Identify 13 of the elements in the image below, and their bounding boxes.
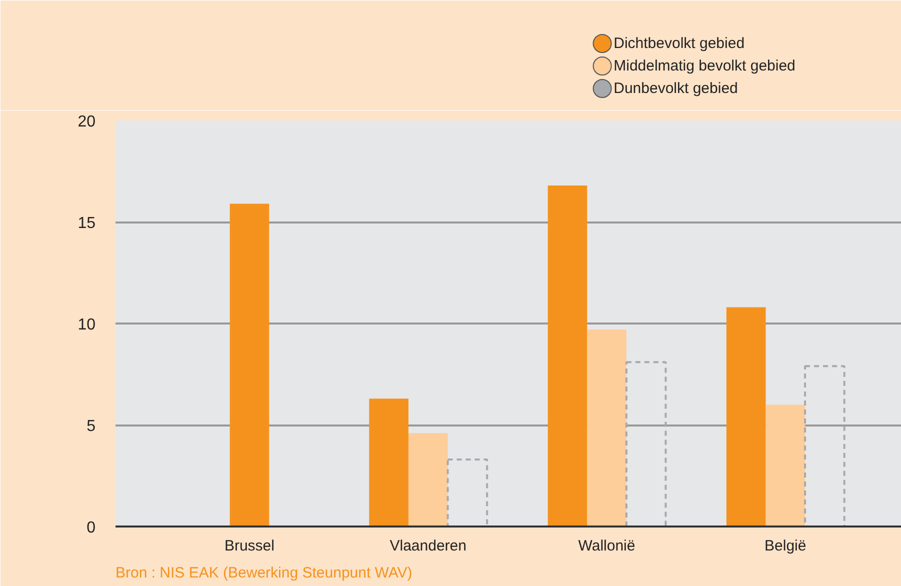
x-tick-label: Brussel xyxy=(224,538,274,554)
y-tick-label: 5 xyxy=(86,418,96,435)
legend-label: Dichtbevolkt gebied xyxy=(614,35,745,52)
legend-label: Middelmatig bevolkt gebied xyxy=(614,58,796,74)
x-tick-label: Vlaanderen xyxy=(390,538,466,554)
legend-label: Dunbevolkt gebied xyxy=(614,80,738,97)
x-tick-label: België xyxy=(764,538,806,554)
x-tick-label: Wallonië xyxy=(578,538,636,554)
text: Bron : NIS EAK (Bewerking Steunpunt WAV) xyxy=(116,564,412,582)
y-tick-label: 0 xyxy=(86,520,96,536)
y-tick-label: 10 xyxy=(78,316,96,334)
y-tick-label: 15 xyxy=(78,215,96,232)
y-tick-label: 20 xyxy=(78,114,96,130)
